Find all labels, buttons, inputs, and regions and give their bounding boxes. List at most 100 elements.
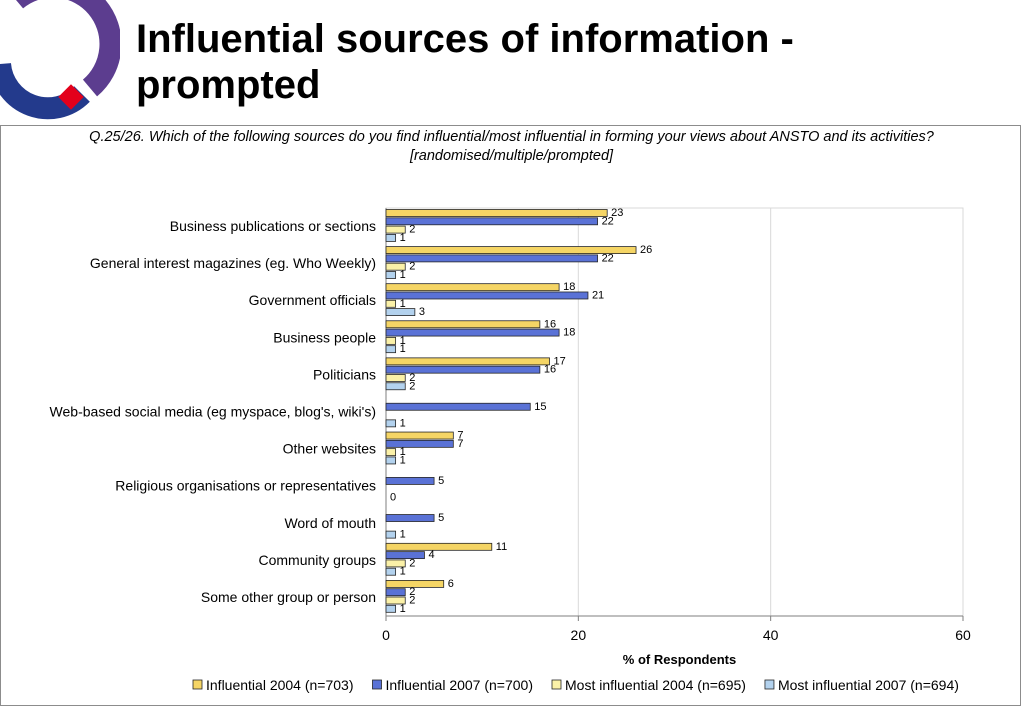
data-label: 1 — [400, 566, 406, 578]
data-label: 17 — [553, 355, 565, 367]
category-label: Some other group or person — [201, 589, 376, 605]
legend-swatch — [551, 679, 562, 690]
category-label: Other websites — [283, 441, 376, 457]
data-label: 1 — [400, 454, 406, 466]
logo-red-square — [58, 84, 84, 110]
category-label: Business people — [273, 329, 376, 345]
bar — [385, 225, 406, 234]
data-label: 18 — [563, 327, 575, 339]
bar — [385, 567, 397, 576]
bar — [385, 604, 397, 613]
data-label: 2 — [409, 372, 415, 384]
bar — [385, 596, 406, 605]
bar — [385, 514, 435, 522]
bar — [385, 382, 406, 391]
data-label: 2 — [409, 224, 415, 236]
category-label: Religious organisations or representativ… — [115, 478, 376, 494]
category-label: Politicians — [313, 366, 376, 382]
bar — [385, 233, 397, 242]
legend-label: Most influential 2007 (n=694) — [778, 677, 959, 693]
legend-swatch — [372, 679, 382, 690]
bar — [385, 291, 589, 300]
data-label: 2 — [409, 586, 415, 598]
data-label: 1 — [400, 603, 406, 615]
data-label: 11 — [496, 541, 507, 553]
data-label: 16 — [544, 364, 556, 376]
data-label: 7 — [457, 430, 463, 442]
bar — [385, 439, 454, 448]
bar — [385, 336, 397, 345]
category-label: Web-based social media (eg myspace, blog… — [50, 404, 376, 420]
bar — [385, 374, 406, 382]
legend-label: Most influential 2004 (n=695) — [565, 677, 746, 693]
data-label: 26 — [640, 244, 652, 256]
data-label: 6 — [448, 578, 454, 590]
category-label: Word of mouth — [284, 515, 376, 531]
bar — [385, 299, 397, 308]
data-label: 1 — [400, 343, 406, 355]
bar — [385, 283, 560, 292]
data-label: 2 — [409, 595, 415, 607]
data-label: 1 — [400, 269, 406, 281]
bar — [385, 320, 541, 329]
bar — [385, 551, 425, 560]
bar — [385, 246, 637, 254]
legend-label: Influential 2004 (n=703) — [206, 677, 354, 693]
data-label: 1 — [400, 529, 406, 541]
data-label: 3 — [419, 306, 425, 318]
data-label: 22 — [602, 252, 614, 264]
category-label: Business publications or sections — [170, 218, 376, 234]
bar — [385, 559, 406, 568]
data-label: 2 — [409, 380, 415, 392]
data-label: 21 — [592, 289, 604, 301]
data-label: 22 — [602, 215, 614, 227]
data-label: 16 — [544, 318, 556, 330]
data-label: 5 — [438, 475, 444, 487]
data-label: 23 — [611, 207, 623, 219]
bar — [385, 271, 397, 279]
data-label: 1 — [400, 232, 406, 244]
bar — [385, 448, 397, 457]
data-label: 1 — [400, 417, 406, 429]
bar — [385, 419, 397, 428]
bar — [385, 357, 550, 366]
data-label: 7 — [457, 438, 463, 450]
data-label: 15 — [534, 401, 546, 413]
data-label: 1 — [400, 446, 406, 458]
data-label: 5 — [438, 512, 444, 524]
organisation-logo — [0, 0, 120, 120]
bar — [385, 328, 560, 337]
bar — [385, 580, 445, 588]
plot-area — [385, 207, 964, 617]
data-label: 2 — [409, 261, 415, 273]
legend-label: Influential 2007 (n=700) — [386, 677, 534, 693]
content-frame — [0, 125, 1021, 706]
bar — [385, 209, 608, 217]
x-tick-label: 0 — [382, 627, 390, 643]
bar — [385, 345, 397, 354]
bar — [385, 477, 435, 485]
x-tick-label: 40 — [763, 627, 779, 643]
data-label: 1 — [400, 335, 406, 347]
slide-title: Influential sources of information - pro… — [136, 17, 794, 107]
data-label: 4 — [428, 549, 434, 561]
bar — [385, 217, 598, 226]
bar — [385, 262, 406, 271]
bar — [385, 542, 493, 551]
logo-ring-purple — [16, 0, 120, 97]
x-tick-label: 60 — [955, 627, 971, 643]
bar — [385, 530, 397, 539]
bar — [385, 308, 416, 316]
legend-swatch — [764, 679, 775, 690]
category-label: Government officials — [249, 292, 376, 308]
category-label: Community groups — [259, 552, 377, 568]
question-text: Q.25/26. Which of the following sources … — [89, 129, 934, 164]
data-label: 2 — [409, 557, 415, 569]
bar — [385, 431, 454, 440]
data-label: 0 — [390, 492, 396, 504]
x-axis-title: % of Respondents — [623, 652, 736, 667]
bar — [385, 402, 531, 411]
bar — [385, 365, 541, 374]
category-label: General interest magazines (eg. Who Week… — [90, 255, 376, 271]
